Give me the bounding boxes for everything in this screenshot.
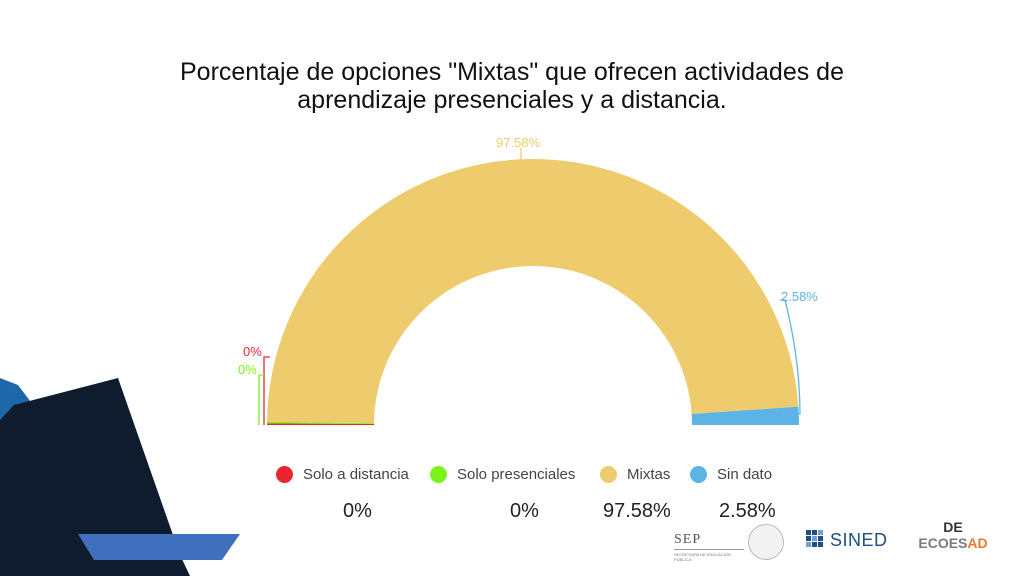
legend-item-solo-distancia[interactable]: Solo a distancia: [276, 466, 409, 483]
ecoesad-logo-accent: AD: [967, 535, 988, 551]
leader-solo-distancia: [263, 356, 270, 425]
mexico-seal-icon: [748, 524, 784, 560]
decor-dark-panel: [0, 378, 190, 576]
decor-gradient-bar: [78, 534, 240, 560]
ecoesad-logo-text: ECOESAD: [908, 534, 998, 552]
ecoesad-mark-icon: DE: [943, 519, 963, 535]
footer-logos: SEP SECRETARÍA DE EDUCACIÓN PÚBLICA SINE…: [660, 520, 1024, 576]
chart-slices: [267, 159, 799, 425]
chart-title: Porcentaje de opciones "Mixtas" que ofre…: [112, 58, 912, 114]
ecoesad-logo-main: ECOES: [918, 535, 968, 551]
chart-data-labels: 0% 0% 97.58% 2.58%: [238, 135, 818, 377]
legend-item-mixtas[interactable]: Mixtas: [600, 466, 670, 483]
ecoesad-logo: DE ECOESAD: [908, 520, 998, 570]
sined-logo-text: SINED: [830, 530, 888, 550]
label-mixtas: 97.58%: [496, 135, 541, 150]
legend-label-sin-dato: Sin dato: [717, 466, 773, 483]
summary-value-mixtas: 97.58%: [603, 500, 671, 522]
legend-dot-mixtas: [600, 466, 617, 483]
legend-label-solo-presenciales: Solo presenciales: [457, 466, 576, 483]
slice-sin-dato[interactable]: [691, 406, 799, 425]
sined-grid-icon: [806, 530, 823, 547]
chart-title-line2: aprendizaje presenciales y a distancia.: [297, 86, 727, 114]
legend-label-mixtas: Mixtas: [627, 466, 671, 483]
label-sin-dato: 2.58%: [781, 289, 818, 304]
summary-values-row: 0% 0% 97.58% 2.58%: [0, 500, 1024, 526]
summary-value-sin-dato: 2.58%: [719, 500, 776, 522]
slice-mixtas[interactable]: [267, 159, 799, 424]
label-solo-distancia: 0%: [243, 344, 262, 359]
label-solo-presenciales: 0%: [238, 362, 257, 377]
leader-solo-presenciales: [258, 374, 264, 425]
sep-logo-text: SEP: [674, 532, 744, 550]
legend-label-solo-distancia: Solo a distancia: [303, 466, 409, 483]
slice-solo-presenciales[interactable]: [267, 421, 375, 425]
sined-logo: SINED: [806, 524, 896, 560]
sep-logo: SEP SECRETARÍA DE EDUCACIÓN PÚBLICA: [674, 532, 744, 562]
legend-item-sin-dato[interactable]: Sin dato: [690, 466, 772, 483]
legend-dot-solo-presenciales: [430, 466, 447, 483]
chart-leader-lines: [258, 148, 801, 425]
summary-value-solo-distancia: 0%: [343, 500, 372, 522]
summary-value-solo-presenciales: 0%: [510, 500, 539, 522]
chart-title-line1: Porcentaje de opciones "Mixtas" que ofre…: [180, 58, 844, 86]
sep-logo-subtext: SECRETARÍA DE EDUCACIÓN PÚBLICA: [674, 552, 731, 562]
leader-sin-dato: [780, 299, 801, 415]
legend-dot-solo-distancia: [276, 466, 293, 483]
legend-dot-sin-dato: [690, 466, 707, 483]
slice-solo-distancia[interactable]: [267, 423, 375, 425]
legend-item-solo-presenciales[interactable]: Solo presenciales: [430, 466, 575, 483]
